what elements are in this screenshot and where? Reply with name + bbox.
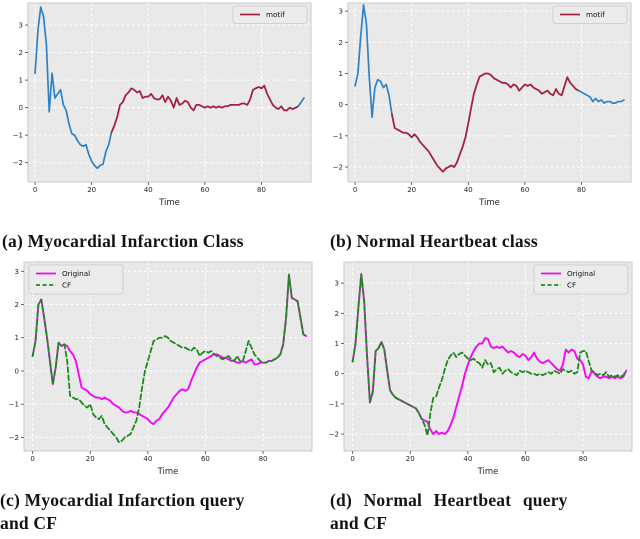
y-tick-label: 1 (15, 334, 19, 342)
y-tick-label: 3 (335, 280, 339, 288)
plot-area (28, 3, 311, 182)
y-tick-label: −2 (9, 434, 19, 442)
x-tick-label: 80 (577, 186, 586, 194)
x-tick-label: 20 (407, 186, 416, 194)
y-tick-label: 3 (15, 268, 19, 276)
legend-label: Original (567, 269, 595, 278)
y-tick-label: 2 (335, 310, 339, 318)
y-tick-label: 1 (339, 70, 343, 78)
timeseries-plot-c: 0 20 40 60 80 −2 −1 0 1 2 3 Time Original CF (9, 261, 313, 477)
legend-box (28, 264, 124, 295)
legend: motif (232, 5, 308, 24)
caption-c-line1: (c) Myocardial Infarction query (0, 490, 245, 510)
legend-box (232, 5, 308, 24)
caption-c: (c) Myocardial Infarction query and CF (0, 489, 318, 535)
x-tick-label: 40 (143, 455, 152, 463)
y-tick-label: −2 (333, 164, 343, 172)
x-axis-label: Time (157, 467, 179, 477)
y-tick-label: 1 (335, 340, 339, 348)
caption-d-line1: (d) Normal Heartbeat query (330, 490, 568, 510)
x-tick-label: 0 (33, 186, 37, 194)
y-tick-label: −1 (333, 132, 343, 140)
x-axis-label: Time (158, 198, 180, 208)
series-Original (31, 273, 308, 426)
y-tick-label: 2 (19, 49, 23, 57)
y-tick-label: −1 (9, 401, 19, 409)
x-tick-label: 20 (86, 455, 95, 463)
y-tick-label: 1 (19, 77, 23, 85)
x-tick-label: 0 (350, 455, 354, 463)
x-tick-label: 80 (257, 186, 266, 194)
y-tick-label: −1 (13, 132, 23, 140)
series-signal-post-motif (297, 97, 305, 108)
legend: motif (552, 5, 628, 24)
y-tick-label: 2 (15, 301, 19, 309)
y-tick-label: 0 (15, 367, 19, 375)
caption-d-line2: and CF (330, 513, 388, 533)
caption-b: (b) Normal Heartbeat class (330, 231, 538, 251)
caption-c-line2: and CF (0, 513, 58, 533)
x-tick-label: 40 (464, 186, 473, 194)
legend-label: motif (266, 10, 285, 19)
x-tick-label: 60 (521, 455, 530, 463)
timeseries-plot-a: 0 20 40 60 80 −2 −1 0 1 2 3 Time motif (13, 2, 312, 208)
y-tick-label: 3 (339, 8, 343, 16)
chart-d: 0 20 40 60 80 −2 −1 0 1 2 3 Time Original CF (320, 258, 640, 480)
y-tick-label: −1 (329, 400, 339, 408)
x-tick-label: 80 (579, 455, 588, 463)
chart-a: 0 20 40 60 80 −2 −1 0 1 2 3 Time motif (0, 0, 320, 212)
axes-spines (23, 261, 313, 452)
legend: Original CF (28, 264, 124, 295)
series-CF (351, 273, 628, 437)
x-tick-label: 80 (259, 455, 268, 463)
y-tick-label: 0 (19, 104, 23, 112)
chart-b: 0 20 40 60 80 −2 −1 0 1 2 3 Time motif (320, 0, 640, 212)
series-CF (31, 273, 308, 444)
y-tick-label: 3 (19, 22, 23, 30)
chart-c: 0 20 40 60 80 −2 −1 0 1 2 3 Time Original CF (0, 258, 320, 480)
series-motif (110, 84, 300, 134)
x-tick-label: 40 (144, 186, 153, 194)
x-tick-label: 60 (520, 186, 529, 194)
series-signal-pre-motif (34, 6, 113, 170)
x-axis-label: Time (478, 198, 500, 208)
legend-label: CF (62, 281, 71, 290)
x-tick-label: 40 (463, 455, 472, 463)
x-tick-label: 60 (200, 186, 209, 194)
x-tick-label: 20 (406, 455, 415, 463)
legend-label: CF (567, 281, 576, 290)
y-tick-label: 0 (339, 101, 343, 109)
series-motif (390, 72, 580, 173)
legend: Original CF (533, 264, 629, 295)
legend-box (552, 5, 628, 24)
y-tick-label: 2 (339, 39, 343, 47)
axes-spines (343, 261, 633, 452)
y-tick-label: 0 (335, 370, 339, 378)
x-tick-label: 60 (201, 455, 210, 463)
y-tick-label: −2 (13, 159, 23, 167)
caption-a: (a) Myocardial Infarction Class (2, 231, 244, 251)
x-axis-label: Time (477, 467, 499, 477)
plot-area (348, 3, 631, 182)
series-signal-post-motif (577, 89, 625, 104)
x-tick-label: 20 (87, 186, 96, 194)
x-tick-label: 0 (30, 455, 34, 463)
axes-spines (347, 2, 632, 183)
legend-label: Original (62, 269, 90, 278)
timeseries-plot-d: 0 20 40 60 80 −2 −1 0 1 2 3 Time Original CF (329, 261, 633, 477)
axes-spines (27, 2, 312, 183)
legend-box (533, 264, 629, 295)
timeseries-plot-b: 0 20 40 60 80 −2 −1 0 1 2 3 Time motif (333, 2, 632, 208)
series-signal-pre-motif (354, 4, 393, 118)
y-tick-label: −2 (329, 431, 339, 439)
caption-d: (d) Normal Heartbeat query and CF (330, 489, 640, 535)
legend-label: motif (586, 10, 605, 19)
x-tick-label: 0 (353, 186, 357, 194)
